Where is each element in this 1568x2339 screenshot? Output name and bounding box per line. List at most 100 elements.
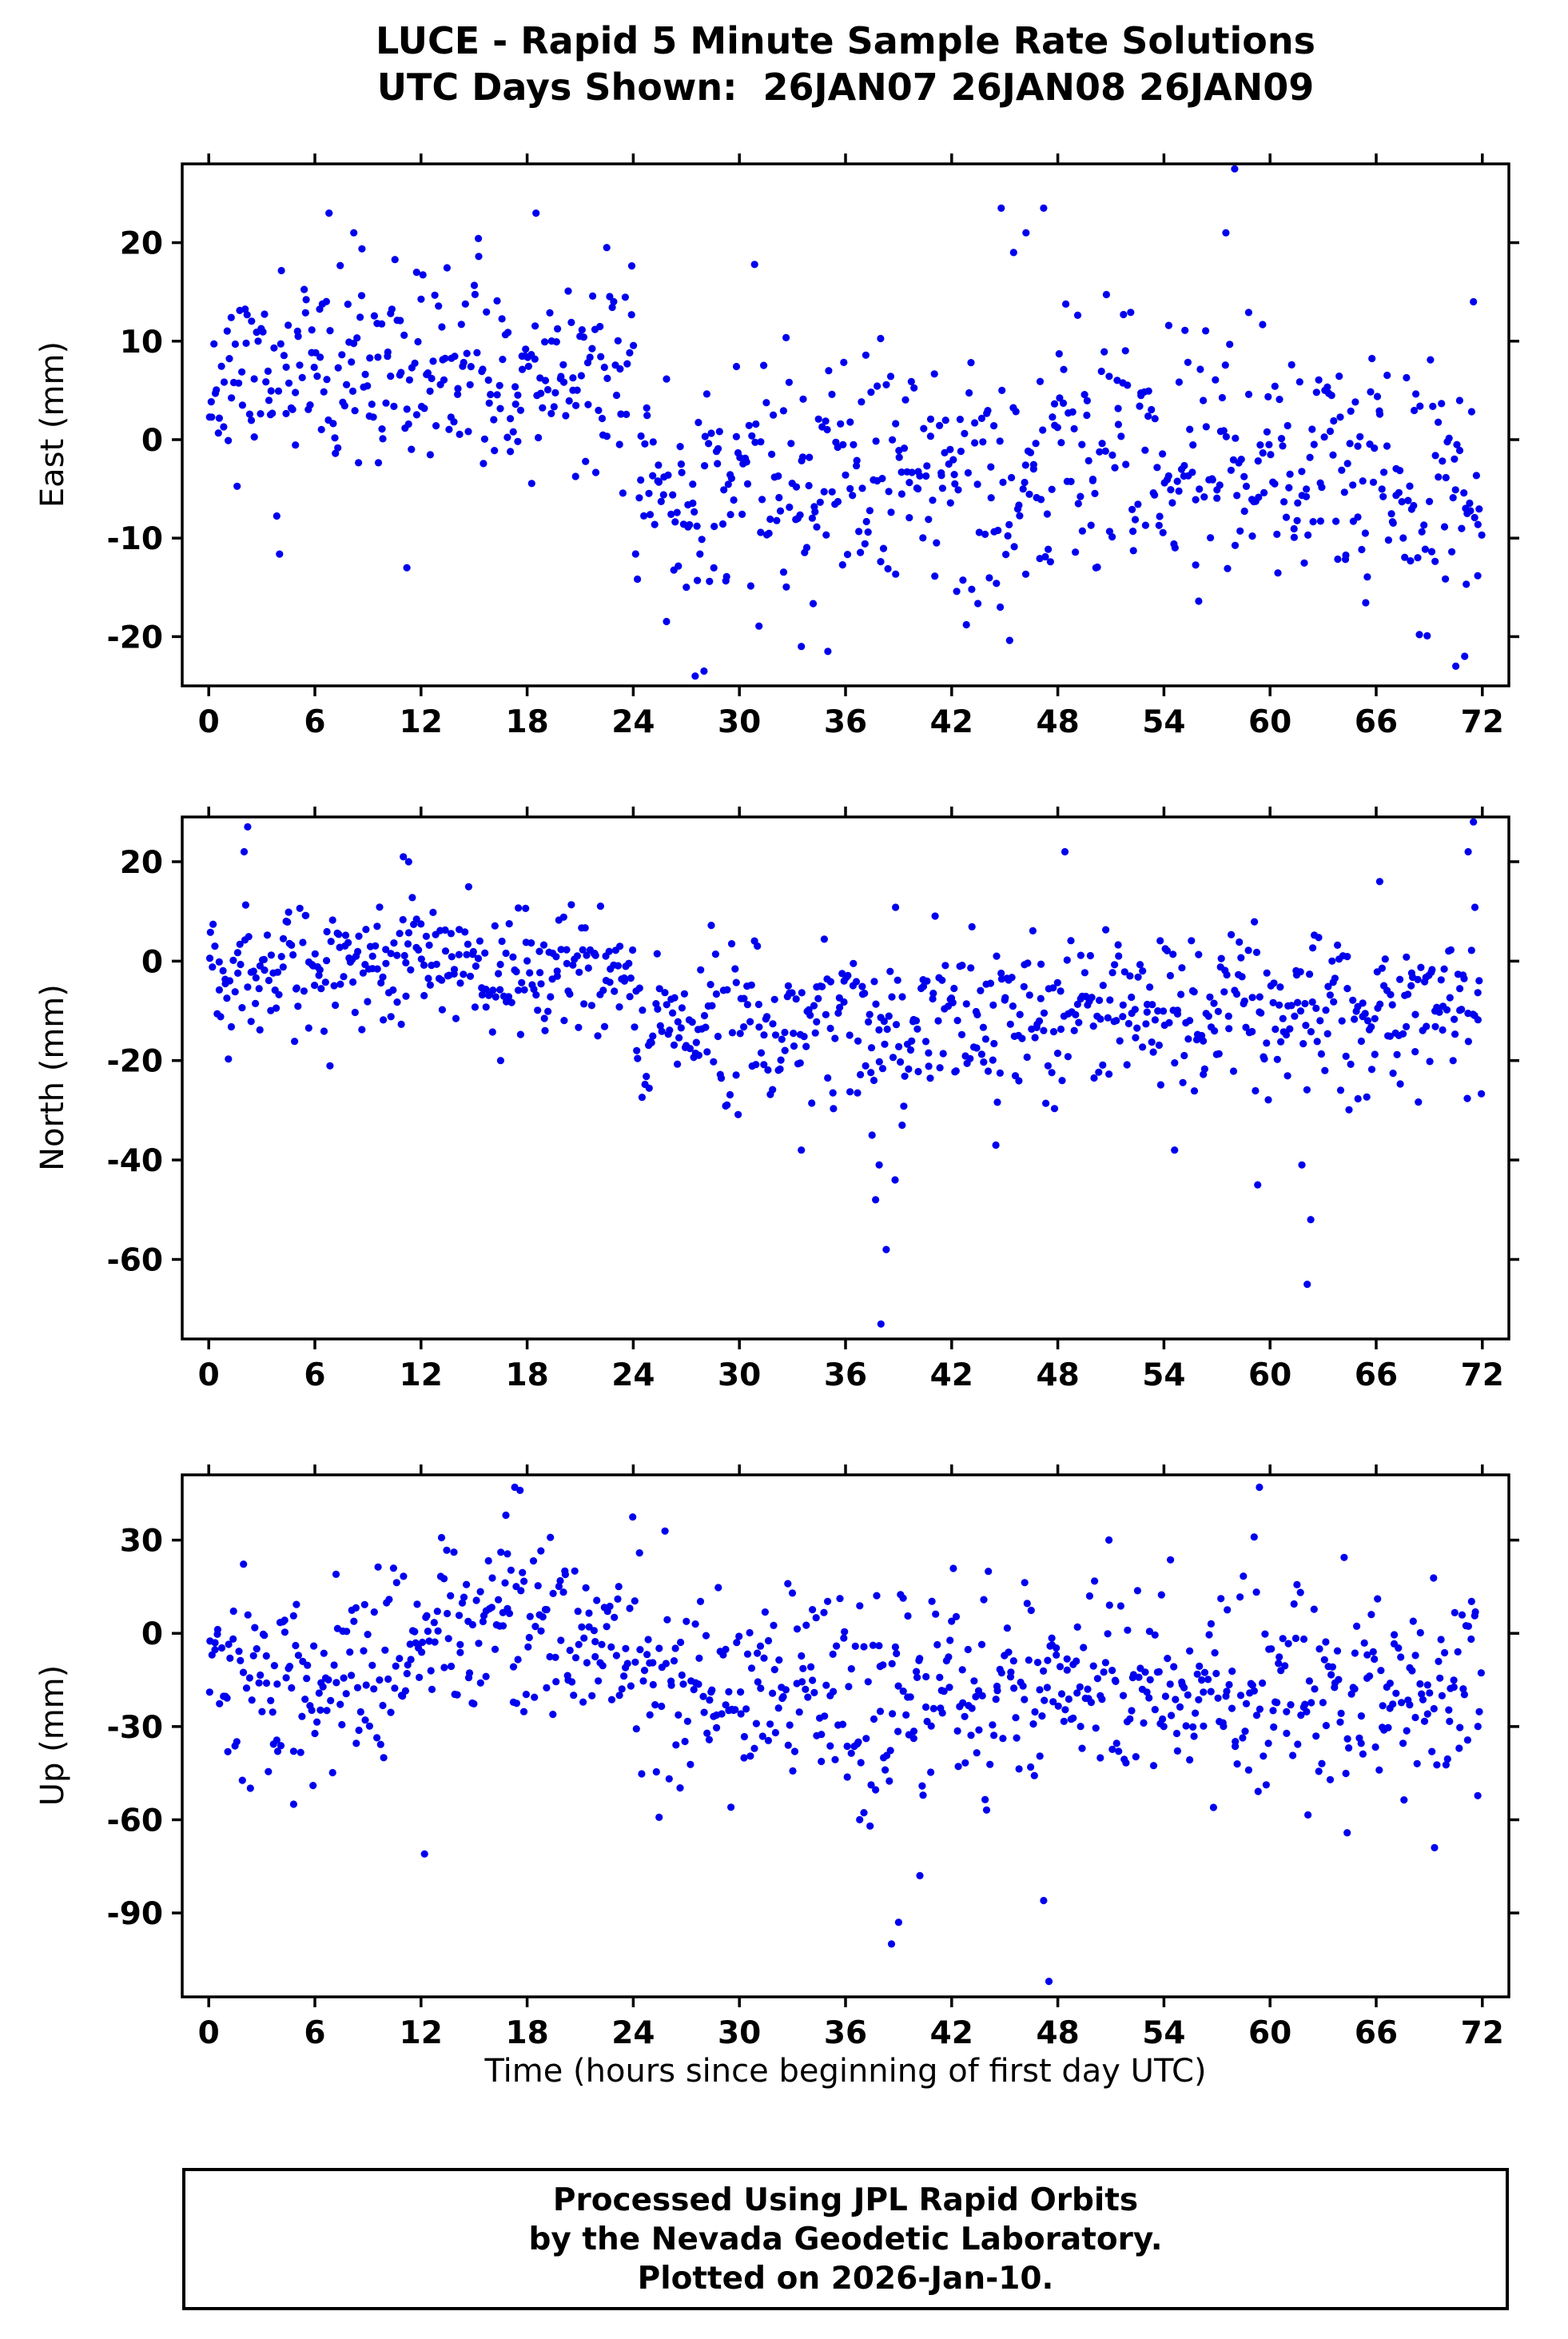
x-tick-label: 60 [1248, 704, 1291, 740]
scatter-point [1155, 1041, 1163, 1050]
scatter-point [1074, 500, 1082, 508]
scatter-point [1139, 1043, 1147, 1051]
scatter-point [362, 926, 370, 934]
scatter-point [1222, 432, 1230, 440]
scatter-point [922, 472, 930, 480]
scatter-point [1057, 1025, 1065, 1034]
scatter-point [1291, 1012, 1299, 1020]
scatter-point [813, 1018, 821, 1026]
scatter-point [768, 450, 776, 458]
scatter-point [277, 953, 285, 961]
scatter-point [857, 1759, 865, 1767]
scatter-point [914, 484, 922, 493]
scatter-point [250, 433, 258, 441]
scatter-point [455, 950, 463, 958]
scatter-point [1441, 1648, 1449, 1657]
scatter-point [1464, 1038, 1472, 1046]
scatter-point [1046, 558, 1054, 566]
scatter-point [334, 364, 342, 372]
scatter-point [932, 1610, 940, 1618]
scatter-point [1418, 1690, 1426, 1698]
scatter-point [1009, 249, 1017, 257]
scatter-point [1269, 1707, 1277, 1715]
scatter-point [1290, 524, 1298, 533]
scatter-point [889, 436, 897, 444]
scatter-point [861, 990, 869, 998]
scatter-point [257, 410, 265, 418]
scatter-point [826, 978, 834, 986]
scatter-point [1284, 1640, 1292, 1648]
scatter-point [1155, 521, 1163, 529]
scatter-point [1387, 510, 1395, 518]
scatter-point [531, 322, 539, 330]
scatter-point [223, 994, 231, 1002]
scatter-point [637, 476, 645, 484]
scatter-point [606, 978, 614, 986]
scatter-point [1411, 406, 1419, 415]
scatter-point [509, 1663, 518, 1671]
scatter-point [735, 1632, 743, 1640]
scatter-point [1171, 544, 1179, 552]
scatter-point [1193, 1670, 1201, 1678]
scatter-point [206, 928, 214, 936]
scatter-point [1149, 1048, 1157, 1056]
scatter-point [1029, 926, 1037, 934]
scatter-point [544, 1007, 552, 1015]
scatter-point [571, 472, 579, 480]
scatter-point [1084, 456, 1092, 465]
scatter-point [397, 369, 405, 377]
scatter-point [840, 1634, 848, 1642]
scatter-point [1126, 1715, 1134, 1723]
scatter-point [514, 391, 522, 399]
scatter-point [948, 1617, 956, 1625]
scatter-point [1375, 878, 1383, 886]
scatter-point [525, 1633, 533, 1642]
scatter-point [1256, 441, 1264, 449]
scatter-point [541, 377, 550, 385]
scatter-point [1257, 1009, 1265, 1017]
scatter-point [623, 1660, 631, 1668]
scatter-point [376, 1676, 384, 1684]
scatter-point [1460, 974, 1468, 982]
scatter-point [990, 1731, 998, 1739]
scatter-point [1048, 485, 1056, 493]
scatter-point [338, 1720, 346, 1729]
scatter-point [207, 398, 215, 406]
scatter-point [1056, 1663, 1065, 1671]
scatter-point [757, 1049, 766, 1057]
scatter-point [758, 496, 766, 504]
scatter-point [785, 378, 794, 386]
scatter-point [466, 381, 474, 389]
scatter-point [1172, 1729, 1181, 1738]
scatter-point [1231, 541, 1240, 549]
scatter-point [853, 456, 861, 464]
scatter-point [649, 438, 657, 446]
scatter-point [1401, 553, 1409, 561]
scatter-point [1423, 1022, 1431, 1030]
scatter-point [1334, 941, 1342, 949]
scatter-point [1142, 1020, 1150, 1028]
scatter-point [591, 468, 600, 476]
scatter-point [1025, 991, 1033, 999]
scatter-point [484, 1556, 492, 1565]
scatter-point [401, 1687, 409, 1695]
up-axis-label: Up (mm) [34, 1664, 71, 1807]
scatter-point [1472, 472, 1480, 480]
scatter-point [1223, 1688, 1231, 1695]
scatter-point [400, 331, 408, 339]
scatter-point [560, 1017, 568, 1025]
scatter-point [743, 480, 752, 488]
scatter-point [261, 310, 269, 318]
scatter-point [679, 1680, 687, 1688]
scatter-point [1399, 1030, 1407, 1038]
scatter-point [573, 952, 582, 960]
scatter-point [839, 440, 847, 448]
scatter-point [655, 985, 663, 993]
scatter-point [683, 1617, 690, 1625]
scatter-point [927, 1768, 935, 1776]
scatter-point [1228, 1668, 1236, 1676]
scatter-point [217, 1644, 226, 1652]
scatter-point [607, 1695, 616, 1703]
scatter-point [1073, 311, 1082, 319]
scatter-point [1446, 1717, 1454, 1725]
